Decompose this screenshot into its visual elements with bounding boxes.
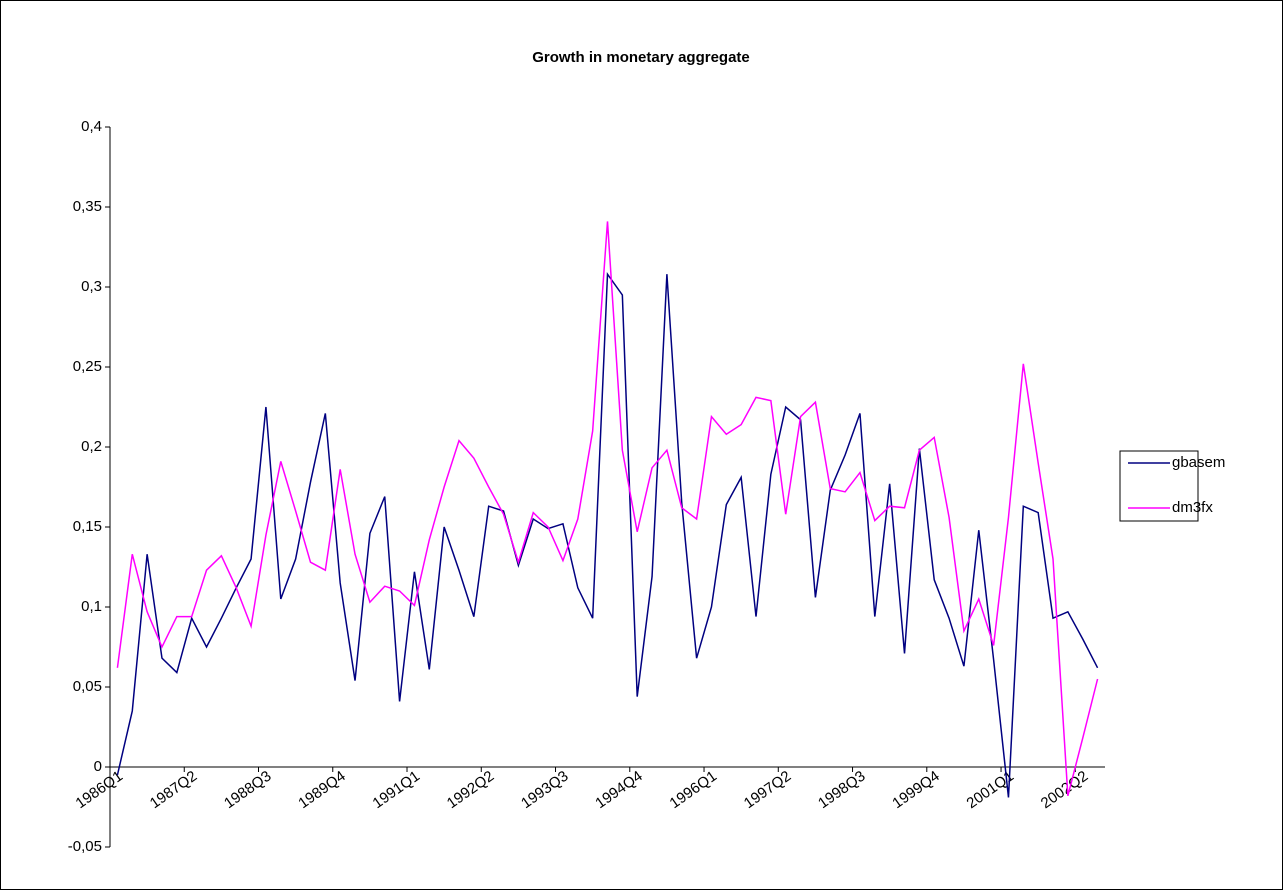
series-line [116, 271, 1099, 798]
legend-label: dm3fx [1172, 499, 1213, 516]
y-tick-label: 0,35 [73, 198, 102, 215]
y-tick-label: 0 [94, 758, 102, 775]
y-tick-label: 0,15 [73, 518, 102, 535]
y-tick-label: 0,1 [81, 598, 102, 615]
legend-label: gbasem [1172, 454, 1225, 471]
y-tick-label: 0,3 [81, 278, 102, 295]
chart-title: Growth in monetary aggregate [532, 49, 750, 66]
y-tick-label: 0,05 [73, 678, 102, 695]
y-tick-label: 0,25 [73, 358, 102, 375]
y-tick-label: 0,2 [81, 438, 102, 455]
y-tick-label: -0,05 [68, 838, 102, 855]
series-line [116, 221, 1099, 796]
y-tick-label: 0,4 [81, 118, 102, 135]
